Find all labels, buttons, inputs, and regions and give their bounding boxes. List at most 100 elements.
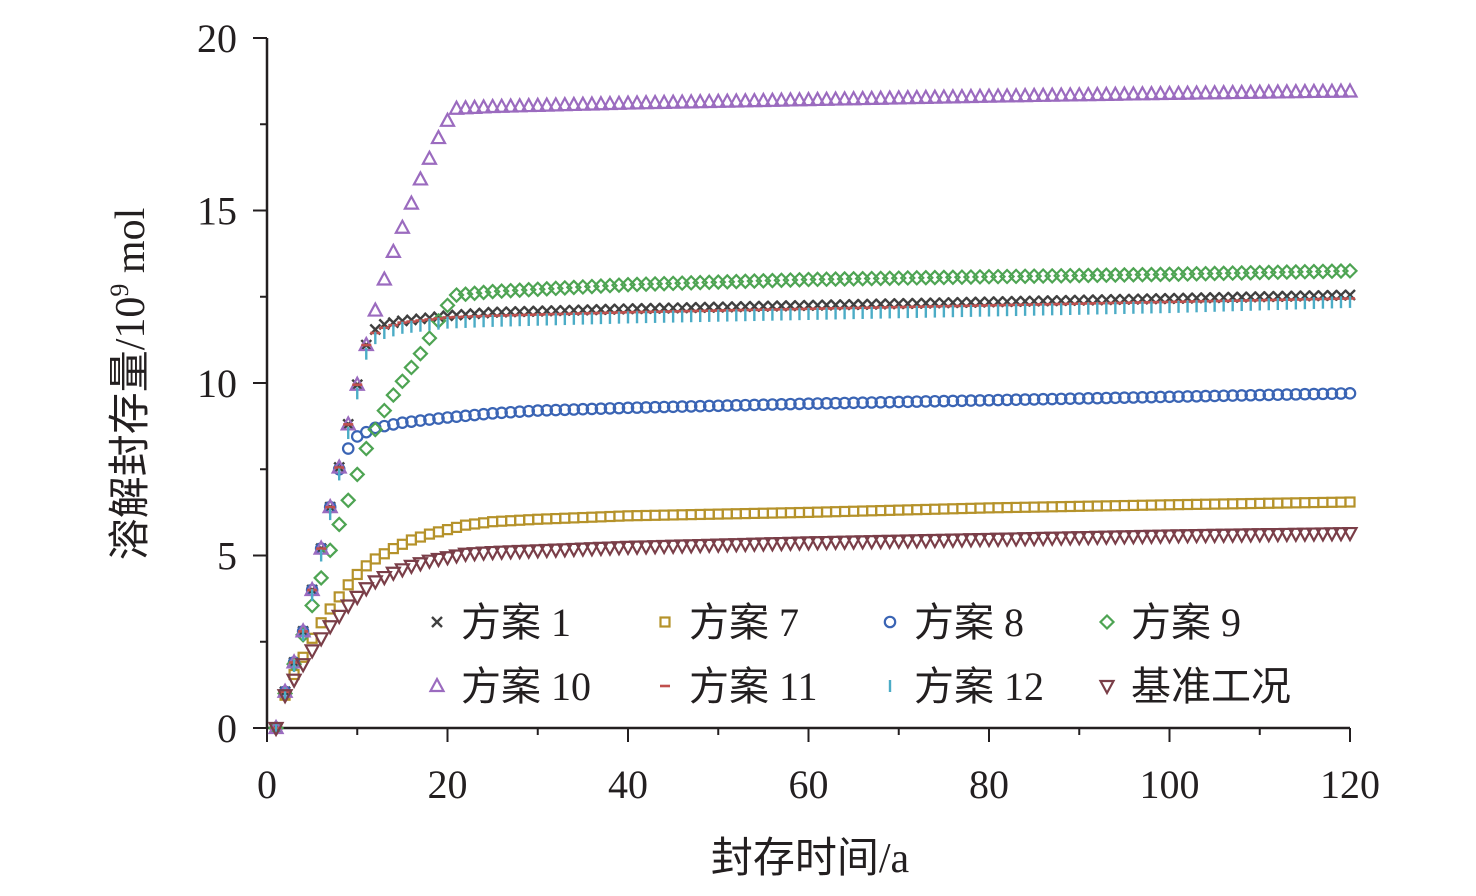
data-point	[1314, 527, 1332, 543]
data-point	[513, 405, 526, 419]
data-point	[667, 509, 679, 521]
data-point	[1305, 527, 1323, 543]
data-point	[583, 95, 601, 111]
y-axis-label-unit: mol	[108, 208, 154, 284]
data-point	[700, 538, 718, 555]
data-point	[592, 277, 609, 295]
data-point	[637, 276, 655, 293]
data-point	[493, 283, 510, 300]
data-point	[648, 400, 662, 414]
data-point	[710, 274, 727, 291]
data-point	[1125, 85, 1142, 101]
data-point	[457, 547, 474, 564]
data-point	[739, 507, 751, 520]
data-point	[439, 111, 456, 127]
data-point	[1116, 85, 1133, 101]
data-point	[502, 545, 520, 561]
data-point	[845, 89, 862, 106]
data-point	[529, 281, 546, 298]
data-point	[1134, 266, 1151, 283]
data-point	[775, 398, 788, 411]
data-point	[721, 508, 733, 520]
data-point	[1332, 527, 1350, 543]
data-point	[1088, 530, 1106, 547]
data-point	[973, 394, 987, 407]
data-point	[403, 359, 420, 376]
data-point	[610, 541, 628, 557]
data-point	[865, 396, 878, 409]
data-point	[502, 97, 520, 113]
data-point	[378, 548, 390, 560]
data-point	[1242, 83, 1260, 99]
x-tick-label: 120	[1320, 762, 1380, 807]
data-point	[693, 399, 707, 413]
y-tick-label: 10	[197, 361, 237, 406]
data-point	[1027, 393, 1041, 406]
data-point	[1208, 389, 1221, 403]
y-tick-label: 5	[217, 534, 237, 579]
data-point	[1323, 527, 1341, 543]
data-point	[935, 269, 952, 286]
data-point	[612, 401, 626, 415]
data-point	[487, 516, 499, 528]
data-point	[1179, 265, 1196, 283]
data-point	[330, 609, 348, 626]
data-point	[782, 536, 799, 553]
data-point	[1287, 263, 1304, 280]
data-point	[1224, 83, 1242, 100]
data-point	[1163, 499, 1176, 511]
data-point	[1269, 264, 1286, 281]
data-point	[631, 510, 643, 522]
data-point	[1181, 498, 1194, 511]
data-point	[630, 401, 644, 414]
legend-label: 方案 10	[461, 664, 591, 709]
data-point	[1344, 496, 1356, 508]
data-point	[1253, 388, 1267, 402]
data-point	[1215, 528, 1232, 545]
data-point	[439, 297, 456, 314]
data-point	[1125, 266, 1142, 283]
data-point	[1154, 499, 1167, 511]
data-point	[520, 544, 538, 560]
data-point	[558, 403, 572, 417]
data-point	[820, 506, 833, 518]
data-point	[1107, 266, 1124, 284]
data-point	[1251, 528, 1269, 544]
data-point	[836, 90, 853, 106]
data-point	[1145, 499, 1158, 511]
data-point	[628, 540, 646, 556]
data-point	[1116, 530, 1133, 546]
data-point	[1341, 262, 1359, 279]
data-point	[1298, 387, 1312, 401]
data-point	[890, 270, 907, 287]
data-point	[1206, 265, 1223, 282]
data-point	[1161, 529, 1178, 545]
data-point	[1163, 390, 1176, 404]
data-point	[892, 395, 906, 409]
data-point	[1098, 267, 1115, 284]
data-point	[800, 90, 817, 107]
data-point	[1278, 83, 1296, 99]
data-point	[874, 396, 887, 409]
data-point	[403, 194, 420, 210]
data-point	[700, 92, 718, 109]
x-tick-label: 0	[257, 762, 277, 807]
data-point	[974, 502, 986, 514]
data-point	[1143, 529, 1160, 546]
data-point	[457, 98, 474, 115]
legend-entry: 方案 12	[888, 664, 1044, 709]
data-point	[414, 312, 427, 325]
data-point	[1197, 265, 1214, 282]
data-point	[775, 507, 788, 519]
data-point	[1233, 528, 1251, 544]
data-point	[1227, 498, 1239, 510]
data-point	[848, 505, 860, 517]
data-point	[845, 535, 862, 551]
data-point	[523, 514, 535, 526]
data-point	[863, 270, 880, 287]
data-point	[1334, 387, 1348, 400]
data-point	[375, 570, 393, 587]
data-point	[1152, 84, 1169, 101]
data-point	[339, 599, 357, 615]
data-point	[658, 509, 670, 521]
